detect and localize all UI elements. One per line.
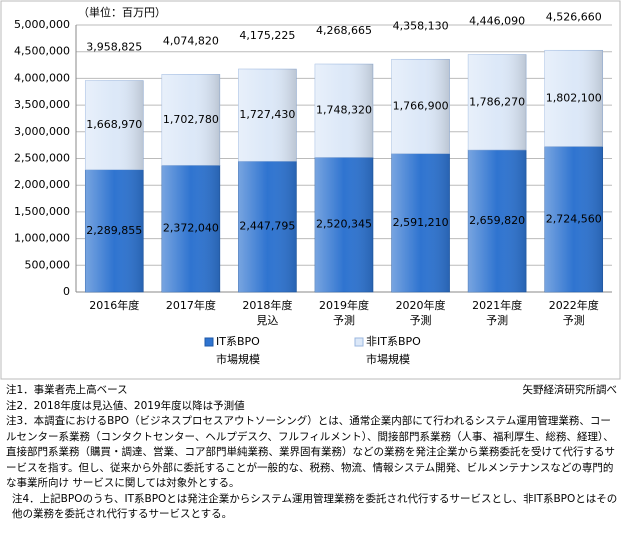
notes: 注1．事業者売上高ベース注2．2018年度は見込値、2019年度以降は予測値注3… <box>6 383 620 523</box>
value-label: 2,591,210 <box>393 216 449 229</box>
value-label: 2,372,040 <box>163 222 219 235</box>
y-tick-label: 2,000,000 <box>14 178 70 191</box>
bar-shade <box>238 69 297 162</box>
value-label: 2,289,855 <box>86 224 142 237</box>
bar-shade <box>238 161 297 292</box>
y-tick-label: 2,500,000 <box>14 152 70 165</box>
bar-shade <box>468 54 527 150</box>
value-label: 1,766,900 <box>393 99 449 112</box>
y-tick-label: 5,000,000 <box>14 18 70 31</box>
y-tick-label: 500,000 <box>25 258 71 271</box>
legend-swatch <box>204 337 214 347</box>
x-tick-sublabel: 予測 <box>486 313 508 327</box>
x-tick-sublabel: 予測 <box>333 313 355 327</box>
legend-label: IT系BPO <box>216 335 260 348</box>
x-tick-label: 2017年度 <box>166 298 216 312</box>
total-label: 4,358,130 <box>393 19 449 32</box>
bar-shade <box>315 64 373 158</box>
x-tick-label: 2022年度 <box>549 298 599 312</box>
legend-swatch <box>354 337 364 347</box>
y-tick-label: 4,000,000 <box>14 71 70 84</box>
x-tick-sublabel: 見込 <box>256 314 278 327</box>
x-tick-sublabel: 予測 <box>410 313 432 327</box>
y-tick-label: 1,000,000 <box>14 232 70 245</box>
value-label: 1,727,430 <box>239 108 295 121</box>
bar-shade <box>85 169 144 292</box>
bar-shade <box>315 157 373 292</box>
total-label: 3,958,825 <box>86 41 142 54</box>
x-tick-label: 2020年度 <box>396 298 446 312</box>
value-label: 2,724,560 <box>546 212 602 225</box>
x-tick-label: 2021年度 <box>472 298 522 312</box>
total-label: 4,526,660 <box>546 10 602 23</box>
bar-shade <box>161 74 220 166</box>
bar-shade <box>468 149 527 292</box>
chart-border <box>0 0 621 380</box>
legend-sublabel: 市場規模 <box>216 352 260 366</box>
unit-label: （単位：百万円） <box>78 5 166 19</box>
x-tick-label: 2016年度 <box>89 298 139 312</box>
note: 注2．2018年度は見込値、2019年度以降は予測値 <box>6 399 245 412</box>
bar-shade <box>544 146 603 292</box>
x-tick-label: 2018年度 <box>242 298 292 312</box>
bar-shade <box>391 59 450 154</box>
total-label: 4,074,820 <box>163 34 219 47</box>
y-tick-label: 0 <box>63 285 70 298</box>
note: 注3．本調査におけるBPO（ビジネスプロセスアウトソーシング）とは、通常企業内部… <box>6 415 615 489</box>
bar-shade <box>161 165 220 292</box>
y-tick-label: 1,500,000 <box>14 205 70 218</box>
value-label: 1,748,320 <box>316 104 372 117</box>
value-label: 2,447,795 <box>239 220 295 233</box>
source: 矢野経済研究所調べ <box>522 384 618 396</box>
legend-sublabel: 市場規模 <box>366 352 410 366</box>
total-label: 4,175,225 <box>239 29 295 42</box>
x-tick-sublabel: 予測 <box>563 313 585 327</box>
note: 注1．事業者売上高ベース <box>6 384 128 396</box>
total-label: 4,268,665 <box>316 24 372 37</box>
value-label: 1,702,780 <box>163 113 219 126</box>
y-tick-label: 3,500,000 <box>14 98 70 111</box>
bar-shade <box>85 80 144 170</box>
value-label: 1,668,970 <box>86 118 142 131</box>
bar-shade <box>391 153 450 292</box>
value-label: 1,786,270 <box>469 95 525 108</box>
value-label: 2,520,345 <box>316 218 372 231</box>
x-tick-label: 2019年度 <box>319 298 369 312</box>
note: 注4．上記BPOのうち、IT系BPOとは発注企業からシステム運用管理業務を委託さ… <box>12 492 618 521</box>
value-label: 2,659,820 <box>469 214 525 227</box>
y-tick-label: 4,500,000 <box>14 45 70 58</box>
y-tick-label: 3,000,000 <box>14 125 70 138</box>
total-label: 4,446,090 <box>469 15 525 28</box>
bar-shade <box>544 50 603 147</box>
chart: （単位：百万円） 0 500,000 1,000,000 1,500,000 2,000… <box>0 0 621 380</box>
legend-label: 非IT系BPO <box>366 335 421 348</box>
value-label: 1,802,100 <box>546 91 602 104</box>
